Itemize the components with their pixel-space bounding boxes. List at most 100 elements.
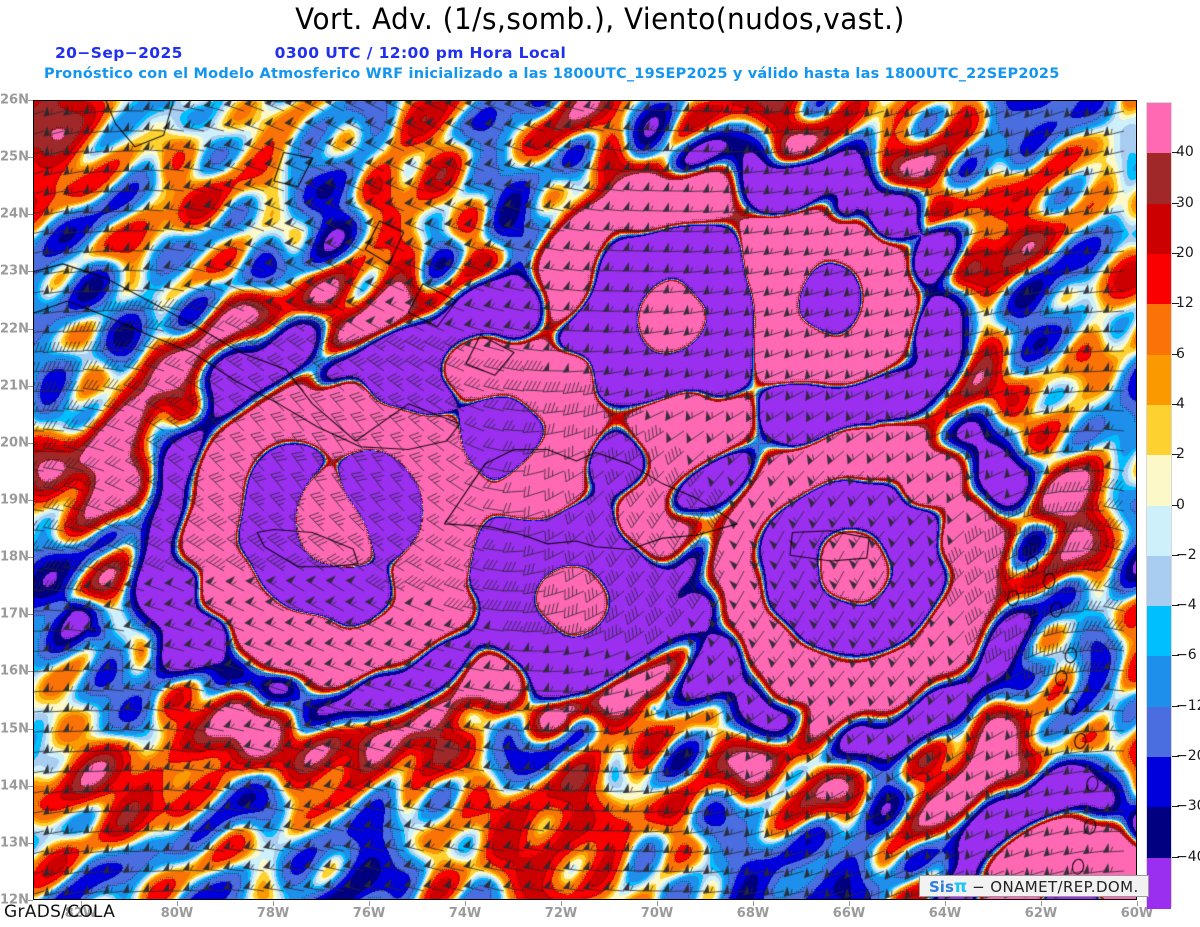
x-axis-tick-mark	[369, 901, 370, 906]
colorbar-tick-label: 6	[1176, 345, 1185, 362]
y-axis-tick-label: 22N	[0, 321, 29, 337]
colorbar-segment	[1147, 555, 1171, 607]
y-axis-tick-mark	[28, 614, 33, 616]
colorbar-segment	[1147, 857, 1171, 909]
y-axis-tick-label: 14N	[0, 778, 29, 794]
y-axis-tick-mark	[28, 900, 33, 901]
x-axis-tick-mark	[1041, 901, 1042, 906]
y-axis-tick-mark	[28, 328, 33, 330]
x-axis-tick-label: 60W	[1120, 906, 1154, 921]
x-axis-tick-label: 80W	[160, 906, 194, 921]
x-axis-tick-label: 62W	[1024, 906, 1058, 921]
x-axis-tick-label: 66W	[832, 906, 866, 921]
x-axis-tick-label: 68W	[736, 906, 770, 921]
colorbar-segment	[1147, 253, 1171, 305]
y-axis-tick-label: 24N	[0, 206, 29, 222]
y-axis-tick-mark	[28, 557, 33, 559]
x-axis-tick-label: 70W	[640, 906, 674, 921]
onamet-logo: Sisπ − ONAMET/REP.DOM.	[919, 875, 1149, 897]
y-axis-tick-label: 20N	[0, 435, 29, 451]
x-axis-tick-label: 82W	[64, 906, 98, 921]
x-axis-tick-mark	[465, 901, 466, 906]
colorbar	[1146, 102, 1172, 909]
y-axis-tick-label: 18N	[0, 549, 29, 565]
colorbar-segment	[1147, 354, 1171, 406]
x-axis-tick-label: 74W	[448, 906, 482, 921]
y-axis-tick-mark	[28, 385, 33, 387]
x-axis-tick-mark	[81, 901, 82, 906]
y-axis-tick-mark	[28, 842, 33, 844]
colorbar-segment	[1147, 304, 1171, 356]
colorbar-tick-mark	[1172, 806, 1179, 808]
colorbar-tick-label: −4	[1176, 597, 1197, 614]
y-axis-tick-label: 12N	[0, 892, 29, 908]
colorbar-segment	[1147, 606, 1171, 658]
x-axis-tick-label: 72W	[544, 906, 578, 921]
colorbar-tick-label: 2	[1176, 446, 1185, 463]
colorbar-segment	[1147, 757, 1171, 808]
coastline-layer	[34, 101, 1136, 899]
y-axis-tick-label: 26N	[0, 92, 29, 108]
colorbar-tick-mark	[1172, 605, 1179, 607]
page-title: Vort. Adv. (1/s,somb.), Viento(nudos,vas…	[295, 2, 905, 36]
colorbar-segment	[1147, 706, 1171, 758]
colorbar-tick-mark	[1172, 504, 1179, 506]
y-axis-tick-mark	[28, 728, 33, 730]
colorbar-tick-label: 20	[1176, 244, 1194, 261]
colorbar-tick-label: 12	[1176, 295, 1194, 312]
y-axis-tick-mark	[28, 271, 33, 273]
colorbar-tick-mark	[1172, 202, 1179, 204]
colorbar-tick-label: −12	[1176, 697, 1200, 714]
y-axis-tick-label: 17N	[0, 606, 29, 622]
y-axis-tick-mark	[28, 157, 33, 159]
colorbar-segment	[1147, 203, 1171, 255]
colorbar-tick-label: −2	[1176, 546, 1197, 563]
colorbar-tick-mark	[1172, 403, 1179, 405]
colorbar-segment	[1147, 103, 1171, 154]
colorbar-segment	[1147, 455, 1171, 507]
logo-sis-text: Sis	[929, 878, 954, 896]
y-axis-tick-label: 23N	[0, 263, 29, 279]
colorbar-tick-mark	[1172, 856, 1179, 858]
x-axis-tick-label: 78W	[256, 906, 290, 921]
x-axis-tick-mark	[945, 901, 946, 906]
colorbar-tick-mark	[1172, 454, 1179, 456]
y-axis-tick-mark	[28, 442, 33, 444]
y-axis-tick-label: 21N	[0, 378, 29, 394]
x-axis-tick-label: 76W	[352, 906, 386, 921]
y-axis-tick-mark	[28, 500, 33, 501]
colorbar-tick-label: −30	[1176, 798, 1200, 815]
x-axis-tick-mark	[273, 901, 274, 906]
x-axis-tick-mark	[561, 901, 562, 906]
colorbar-tick-label: 30	[1176, 194, 1194, 211]
colorbar-tick-mark	[1172, 554, 1179, 556]
map-plot-area[interactable]	[33, 100, 1137, 900]
logo-org-text: − ONAMET/REP.DOM.	[972, 878, 1139, 896]
y-axis-tick-label: 13N	[0, 835, 29, 851]
colorbar-tick-label: −40	[1176, 848, 1200, 865]
colorbar-tick-label: −6	[1176, 647, 1197, 664]
grads-credit: GrADS/COLA	[4, 902, 116, 922]
colorbar-segment	[1147, 404, 1171, 456]
y-axis-tick-label: 25N	[0, 149, 29, 165]
colorbar-tick-mark	[1172, 303, 1179, 305]
colorbar-tick-mark	[1172, 655, 1179, 657]
colorbar-tick-label: 0	[1176, 496, 1185, 513]
y-axis-tick-label: 19N	[0, 492, 29, 508]
y-axis-tick-label: 15N	[0, 721, 29, 737]
y-axis-tick-mark	[28, 671, 33, 673]
header-time: 0300 UTC / 12:00 pm Hora Local	[274, 44, 567, 62]
colorbar-tick-mark	[1172, 353, 1179, 355]
header-datetime: 20−Sep−2025 0300 UTC / 12:00 pm Hora Loc…	[55, 44, 566, 62]
x-axis-tick-mark	[657, 901, 658, 906]
y-axis-tick-label: 16N	[0, 663, 29, 679]
colorbar-tick-mark	[1172, 152, 1179, 154]
header-date: 20−Sep−2025	[55, 44, 183, 62]
x-axis-tick-mark	[849, 901, 850, 906]
x-axis-tick-mark	[753, 901, 754, 906]
colorbar-segment	[1147, 505, 1171, 557]
colorbar-tick-mark	[1172, 756, 1179, 758]
logo-pi-icon: π	[953, 877, 968, 897]
x-axis-tick-label: 64W	[928, 906, 962, 921]
x-axis-tick-mark	[177, 901, 178, 906]
